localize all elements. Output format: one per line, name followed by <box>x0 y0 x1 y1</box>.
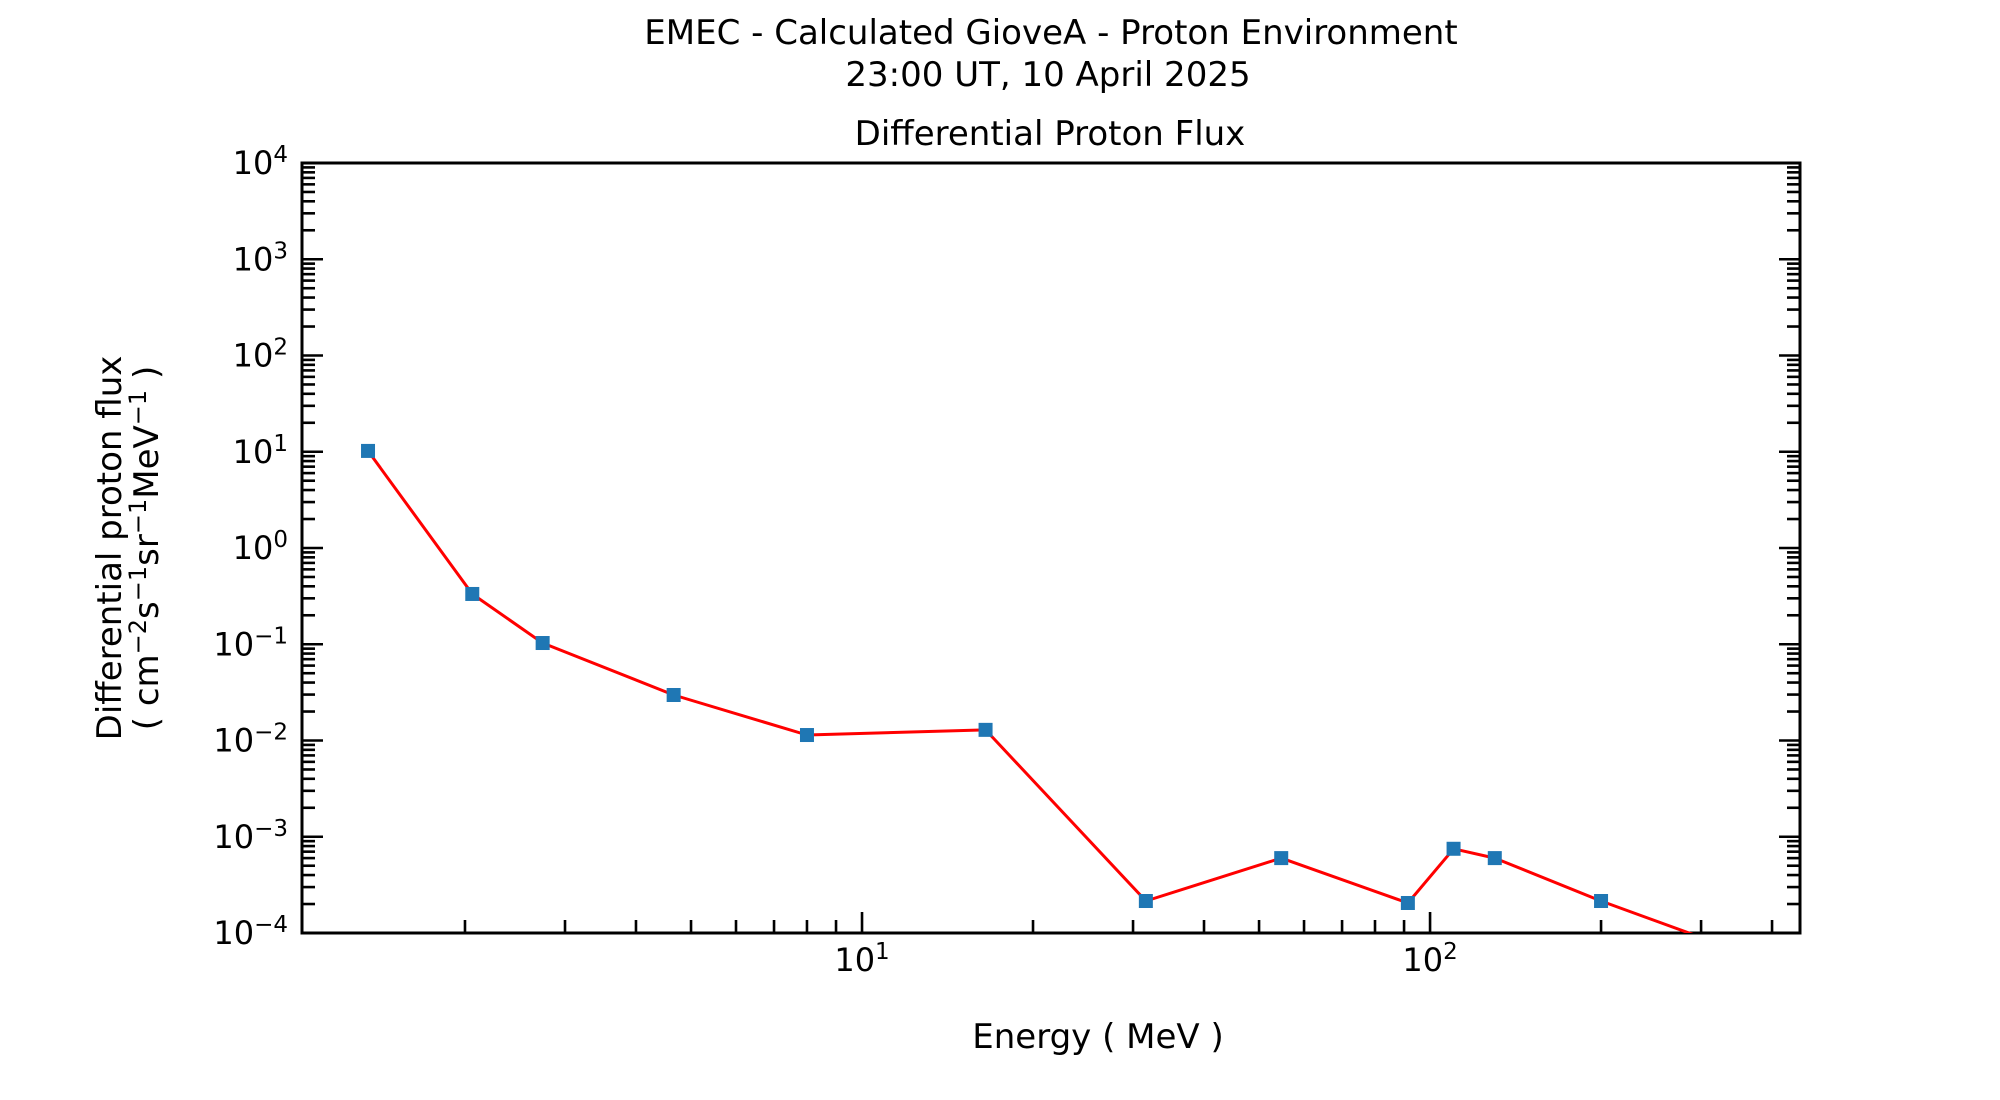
data-point-marker <box>978 722 993 737</box>
data-point-marker <box>465 586 480 601</box>
axes-title: Differential Proton Flux <box>855 114 1246 154</box>
x-axis-label: Energy ( MeV ) <box>972 1017 1224 1057</box>
data-point-marker <box>1446 841 1461 856</box>
y-axis-label-units: ( cm−2s−1sr−1MeV−1 ) <box>124 366 167 730</box>
data-point-marker <box>361 443 376 458</box>
data-point-marker <box>1594 894 1609 909</box>
data-point-marker <box>535 636 550 651</box>
x-tick-label: 102 <box>1402 939 1457 979</box>
y-axis-label-line1: Differential proton flux <box>90 356 130 741</box>
data-point-marker <box>666 687 681 702</box>
data-point-marker <box>1138 894 1153 909</box>
data-point-marker <box>799 728 814 743</box>
figure-subtitle: 23:00 UT, 10 April 2025 <box>845 55 1250 95</box>
data-point-marker <box>1274 851 1289 866</box>
series-marker-layer <box>361 443 1609 910</box>
axes-layer: 104 103 102 101 100 10−1 10−2 10−3 10−4 101 102 <box>213 142 1802 979</box>
y-tick-label: 10−3 <box>213 816 288 856</box>
y-tick-label: 100 <box>233 527 288 567</box>
plot-frame <box>300 161 1802 935</box>
y-tick-label: 10−2 <box>213 720 288 760</box>
y-tick-label: 10−4 <box>213 912 288 952</box>
data-point-marker <box>1487 851 1502 866</box>
y-tick-label: 102 <box>233 335 288 375</box>
figure-title: EMEC - Calculated GioveA - Proton Enviro… <box>644 13 1457 53</box>
y-tick-label: 104 <box>233 142 288 182</box>
y-tick-label: 101 <box>233 431 288 471</box>
x-tick-label: 101 <box>834 939 889 979</box>
y-tick-label: 103 <box>233 238 288 278</box>
data-point-marker <box>1400 895 1415 910</box>
y-tick-label: 10−1 <box>213 623 288 663</box>
